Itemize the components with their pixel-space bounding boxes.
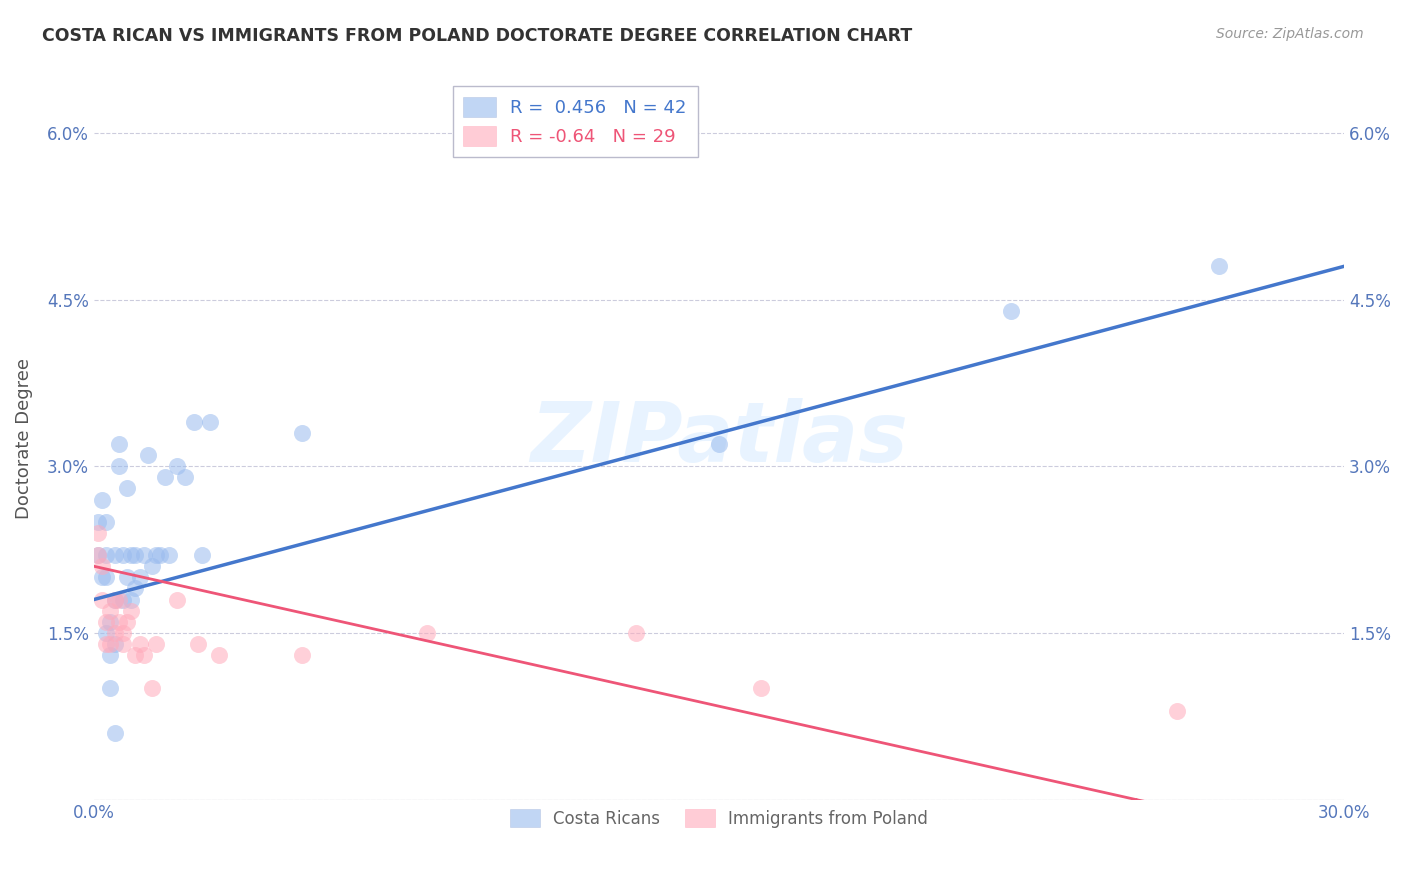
Point [128,570,150,584]
Point [111,626,134,640]
Point [107,615,129,629]
Point [416,626,439,640]
Point [100,681,122,696]
Point [141,559,163,574]
Point [107,437,129,451]
Point [157,548,180,562]
Point [115,482,138,496]
Point [120,604,142,618]
Point [87,548,110,562]
Point [96,615,118,629]
Point [96,570,118,584]
Point [183,415,205,429]
Point [111,548,134,562]
Point [96,637,118,651]
Point [624,626,647,640]
Point [100,648,122,662]
Point [120,548,142,562]
Point [166,592,188,607]
Point [104,626,127,640]
Y-axis label: Doctorate Degree: Doctorate Degree [15,358,32,519]
Point [104,726,127,740]
Point [132,648,155,662]
Point [100,637,122,651]
Point [100,615,122,629]
Point [136,448,159,462]
Point [124,548,146,562]
Point [96,626,118,640]
Point [166,459,188,474]
Point [208,648,231,662]
Point [132,548,155,562]
Point [104,592,127,607]
Point [115,615,138,629]
Point [124,582,146,596]
Point [291,425,314,440]
Legend: Costa Ricans, Immigrants from Poland: Costa Ricans, Immigrants from Poland [503,803,935,835]
Point [153,470,176,484]
Point [104,548,127,562]
Point [111,592,134,607]
Point [107,592,129,607]
Point [91,492,114,507]
Point [707,437,730,451]
Point [87,515,110,529]
Point [115,570,138,584]
Point [1208,260,1230,274]
Point [107,459,129,474]
Point [91,592,114,607]
Point [91,570,114,584]
Point [145,548,167,562]
Text: ZIPatlas: ZIPatlas [530,398,908,479]
Point [128,637,150,651]
Point [91,559,114,574]
Point [1166,704,1188,718]
Text: Source: ZipAtlas.com: Source: ZipAtlas.com [1216,27,1364,41]
Point [87,525,110,540]
Point [174,470,197,484]
Point [120,592,142,607]
Point [96,548,118,562]
Point [187,637,209,651]
Point [191,548,214,562]
Point [100,604,122,618]
Point [145,637,167,651]
Text: COSTA RICAN VS IMMIGRANTS FROM POLAND DOCTORATE DEGREE CORRELATION CHART: COSTA RICAN VS IMMIGRANTS FROM POLAND DO… [42,27,912,45]
Point [749,681,772,696]
Point [291,648,314,662]
Point [111,637,134,651]
Point [104,637,127,651]
Point [141,681,163,696]
Point [149,548,172,562]
Point [104,592,127,607]
Point [96,515,118,529]
Point [200,415,222,429]
Point [1000,303,1022,318]
Point [124,648,146,662]
Point [87,548,110,562]
